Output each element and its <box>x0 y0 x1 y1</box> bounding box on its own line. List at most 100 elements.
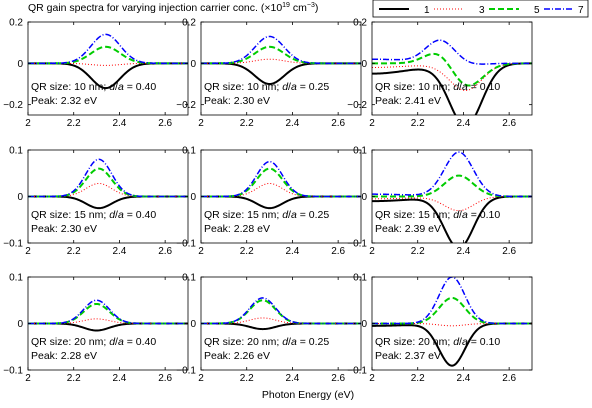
size-text: QR size: 10 nm; <box>31 81 109 93</box>
y-tick-label: 0.2 <box>353 18 367 29</box>
ratio-a: a <box>462 209 468 221</box>
panel-frame <box>200 21 362 116</box>
size-text: QR size: 10 nm; <box>204 81 282 93</box>
legend-label-7: 7 <box>578 5 584 16</box>
x-tick-label: 2.2 <box>67 118 81 129</box>
series-7-line <box>372 277 532 325</box>
panel-size-label: QR size: 20 nm; d/a = 0.40 <box>31 336 156 348</box>
panel-peak-label: Peak: 2.28 eV <box>31 350 97 362</box>
legend-label-1: 1 <box>424 5 430 16</box>
x-tick-label: 2 <box>198 373 204 384</box>
y-tick-label: −0.1 <box>3 366 23 377</box>
ratio-a: a <box>291 336 297 348</box>
x-tick-label: 2.6 <box>502 118 516 129</box>
series-5-line <box>372 52 532 87</box>
x-tick-label: 2.4 <box>456 118 470 129</box>
ratio-sep: / <box>288 209 291 221</box>
panel-peak-label: Peak: 2.37 eV <box>375 350 441 362</box>
ratio-a: a <box>118 209 124 221</box>
panel-r1c2: 2 2.2 2.4 2.6 0.2 0 −0.2 QR size: 10 nm; d/a = … <box>176 18 362 129</box>
x-tick-label: 2.6 <box>331 373 345 384</box>
x-tick-label: 2.4 <box>285 246 299 257</box>
panel-peak-label: Peak: 2.30 eV <box>204 95 270 107</box>
ratio-sep: / <box>459 209 462 221</box>
y-tick-label: −0.1 <box>176 239 196 250</box>
figure-title: QR gain spectra for varying injection ca… <box>28 2 318 14</box>
series-group <box>28 158 188 210</box>
x-tick-label: 2.6 <box>158 373 172 384</box>
ratio-d: d <box>453 209 460 221</box>
panel-size-label: QR size: 20 nm; d/a = 0.25 <box>204 336 329 348</box>
panel-frame <box>27 21 189 116</box>
x-tick-label: 2 <box>369 118 375 129</box>
y-tick-label: 0 <box>361 319 367 330</box>
y-tick-label: 0 <box>361 59 367 70</box>
x-tick-label: 2 <box>198 118 204 129</box>
y-tick-label: −0.2 <box>176 100 196 111</box>
x-tick-label: 2 <box>25 246 31 257</box>
x-tick-label: 2.2 <box>67 246 81 257</box>
series-7-line <box>372 151 532 198</box>
series-7-line <box>201 35 361 65</box>
panel-size-label: QR size: 15 nm; d/a = 0.40 <box>31 209 156 221</box>
ratio-sep: / <box>288 81 291 93</box>
ratio-d: d <box>109 209 116 221</box>
panel-r1c1: 2 2.2 2.4 2.6 0.2 0 −0.2 QR size: 10 nm; d/a = … <box>3 18 189 129</box>
ratio-sep: / <box>115 81 118 93</box>
series-group <box>372 39 532 115</box>
x-tick-label: 2.2 <box>240 373 254 384</box>
panel-r3c3: 2 2.2 2.4 2.6 0.1 0 −0.1 QR size: 20 nm; d/a = … <box>347 273 533 384</box>
panel-peak-label: Peak: 2.26 eV <box>204 350 270 362</box>
ratio-value: = 0.40 <box>124 336 157 348</box>
y-tick-label: 0.2 <box>182 18 196 29</box>
x-tick-label: 2.6 <box>502 246 516 257</box>
ratio-a: a <box>291 209 297 221</box>
ratio-a: a <box>118 336 124 348</box>
panel-r1c3: 2 2.2 2.4 2.6 0.2 0 −0.2 QR size: 10 nm; d/a = … <box>347 18 533 129</box>
size-text: QR size: 20 nm; <box>204 336 282 348</box>
ratio-d: d <box>453 336 460 348</box>
series-3-line <box>201 182 361 197</box>
panel-size-label: QR size: 10 nm; d/a = 0.40 <box>31 81 156 93</box>
ratio-sep: / <box>459 81 462 93</box>
x-tick-label: 2 <box>198 246 204 257</box>
size-text: QR size: 10 nm; <box>375 81 453 93</box>
ratio-value: = 0.10 <box>468 209 501 221</box>
ratio-value: = 0.25 <box>297 209 330 221</box>
x-tick-label: 2.4 <box>112 246 126 257</box>
y-tick-label: 0 <box>190 59 196 70</box>
y-tick-label: 0 <box>17 59 23 70</box>
ratio-d: d <box>109 336 116 348</box>
series-5-line <box>28 302 188 325</box>
ratio-d: d <box>282 336 289 348</box>
series-3-line <box>28 182 188 197</box>
size-text: QR size: 15 nm; <box>31 209 109 221</box>
panel-r2c3: 2 2.2 2.4 2.6 0.1 0 −0.1 QR size: 15 nm; d/a = … <box>347 146 533 257</box>
ratio-d: d <box>282 81 289 93</box>
ratio-sep: / <box>459 336 462 348</box>
x-tick-label: 2.4 <box>112 373 126 384</box>
y-tick-label: 0 <box>361 192 367 203</box>
x-tick-label: 2.4 <box>456 373 470 384</box>
panel-size-label: QR size: 10 nm; d/a = 0.25 <box>204 81 329 93</box>
x-tick-label: 2.6 <box>331 246 345 257</box>
x-tick-label: 2.6 <box>158 246 172 257</box>
x-tick-label: 2 <box>25 118 31 129</box>
y-tick-label: 0 <box>17 319 23 330</box>
series-group <box>201 35 361 86</box>
x-tick-label: 2.4 <box>456 246 470 257</box>
panel-peak-label: Peak: 2.30 eV <box>31 223 97 235</box>
ratio-a: a <box>462 336 468 348</box>
panel-r2c2: 2 2.2 2.4 2.6 0.1 0 −0.1 QR size: 15 nm; d/a = … <box>176 146 362 257</box>
panel-r3c2: 2 2.2 2.4 2.6 0.1 0 −0.1 QR size: 20 nm; d/a = … <box>176 273 362 384</box>
y-tick-label: −0.2 <box>347 100 367 111</box>
y-tick-label: 0 <box>17 192 23 203</box>
x-tick-label: 2.4 <box>112 118 126 129</box>
ratio-d: d <box>282 209 289 221</box>
panel-r2c1: 2 2.2 2.4 2.6 0.1 0 −0.1 QR size: 15 nm; d/a = … <box>3 146 189 257</box>
panels: 2 2.2 2.4 2.60.20−0.2QR size: 10 nm; d/a = … <box>3 18 533 384</box>
ratio-sep: / <box>115 209 118 221</box>
y-tick-label: −0.1 <box>347 366 367 377</box>
series-7-line <box>201 160 361 198</box>
